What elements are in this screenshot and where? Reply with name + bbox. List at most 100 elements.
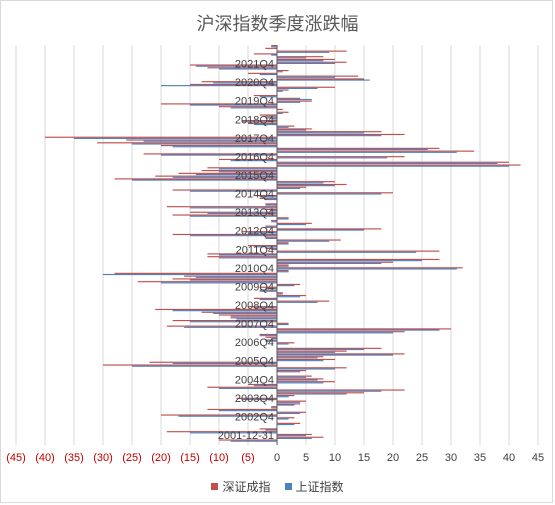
bar-shanghai bbox=[277, 390, 382, 392]
bar-shanghai bbox=[195, 173, 277, 176]
bar-shenzhen bbox=[277, 381, 335, 383]
bar-shanghai bbox=[277, 243, 289, 245]
bar-shenzhen bbox=[277, 250, 440, 252]
bar-shenzhen bbox=[201, 170, 277, 172]
bar-shenzhen bbox=[126, 139, 277, 141]
bar-shanghai bbox=[271, 248, 277, 251]
bar-shenzhen bbox=[184, 275, 277, 277]
bar-shenzhen bbox=[242, 231, 277, 233]
bar-shenzhen bbox=[277, 267, 463, 269]
legend-swatch-red bbox=[211, 483, 219, 490]
x-tick-label: (35) bbox=[64, 452, 84, 464]
bar-shanghai bbox=[253, 385, 277, 387]
bar-shanghai bbox=[219, 410, 277, 412]
bar-shanghai bbox=[265, 226, 277, 228]
bar-shenzhen bbox=[114, 178, 277, 180]
bar-shenzhen bbox=[277, 242, 289, 244]
bar-shanghai bbox=[277, 379, 318, 381]
bar-shanghai bbox=[277, 157, 388, 159]
bar-shanghai bbox=[277, 293, 283, 295]
bar-shanghai bbox=[213, 312, 277, 314]
x-tick-label: 45 bbox=[532, 452, 544, 464]
bar-shanghai bbox=[132, 365, 277, 367]
bar-shanghai bbox=[271, 118, 277, 120]
bar-shanghai bbox=[277, 51, 330, 53]
bar-shenzhen bbox=[253, 297, 277, 299]
bar-shanghai bbox=[271, 221, 277, 223]
bar-shenzhen bbox=[277, 111, 289, 113]
bar-shenzhen bbox=[161, 103, 277, 105]
bar-shenzhen bbox=[259, 114, 277, 116]
bar-shenzhen bbox=[277, 100, 312, 102]
x-tick-label: 15 bbox=[358, 452, 370, 464]
bar-shenzhen bbox=[277, 131, 382, 133]
bar-shanghai bbox=[190, 321, 277, 323]
bar-shenzhen bbox=[277, 392, 364, 394]
category-label: 2002Q4 bbox=[235, 411, 274, 423]
bar-shanghai bbox=[277, 368, 335, 370]
bar-shanghai bbox=[259, 298, 277, 301]
bar-shanghai bbox=[253, 307, 277, 309]
bar-shenzhen bbox=[277, 283, 301, 286]
bar-shenzhen bbox=[271, 406, 277, 408]
bar-shanghai bbox=[242, 398, 277, 401]
bar-shanghai bbox=[277, 360, 324, 362]
bar-shenzhen bbox=[166, 206, 277, 208]
bar-shenzhen bbox=[277, 58, 335, 61]
bar-shenzhen bbox=[277, 292, 283, 294]
bar-shanghai bbox=[259, 196, 277, 198]
bar-shanghai bbox=[277, 71, 283, 73]
bar-shanghai bbox=[277, 376, 306, 378]
x-tick-label: (20) bbox=[151, 452, 171, 464]
bar-shanghai bbox=[230, 107, 277, 109]
bar-shenzhen bbox=[219, 439, 277, 441]
bar-shenzhen bbox=[259, 197, 277, 199]
bar-shenzhen bbox=[277, 61, 347, 63]
bar-shanghai bbox=[277, 348, 364, 351]
bar-shenzhen bbox=[271, 45, 277, 47]
bar-shanghai bbox=[277, 301, 318, 303]
bar-shanghai bbox=[230, 160, 277, 162]
bar-shanghai bbox=[277, 132, 364, 134]
bar-shenzhen bbox=[207, 167, 277, 169]
bar-shanghai bbox=[277, 79, 370, 81]
bar-shenzhen bbox=[277, 436, 324, 438]
bar-shanghai bbox=[277, 129, 306, 131]
bar-shanghai bbox=[277, 240, 330, 242]
bar-shenzhen bbox=[265, 203, 277, 205]
bar-shenzhen bbox=[277, 375, 312, 377]
bar-shenzhen bbox=[155, 308, 277, 311]
bar-shenzhen bbox=[265, 236, 277, 238]
x-tick-label: (30) bbox=[93, 452, 113, 464]
bar-shenzhen bbox=[277, 108, 283, 111]
bar-shanghai bbox=[277, 435, 306, 437]
bar-shanghai bbox=[277, 98, 312, 101]
bar-shanghai bbox=[213, 82, 277, 84]
bar-shenzhen bbox=[219, 106, 277, 108]
bar-shanghai bbox=[277, 423, 295, 426]
bar-shenzhen bbox=[277, 347, 382, 349]
bar-shenzhen bbox=[248, 122, 277, 124]
bar-shenzhen bbox=[172, 320, 277, 322]
category-label: 2021Q4 bbox=[235, 59, 274, 71]
bar-shanghai bbox=[277, 60, 324, 62]
bar-shanghai bbox=[277, 76, 335, 78]
bar-shanghai bbox=[277, 57, 306, 59]
bar-shanghai bbox=[265, 198, 277, 201]
bar-shenzhen bbox=[259, 286, 277, 288]
bar-shenzhen bbox=[201, 311, 277, 313]
bar-shanghai bbox=[277, 412, 301, 414]
bar-shanghai bbox=[190, 190, 277, 192]
bar-shanghai bbox=[277, 396, 289, 398]
bar-shanghai bbox=[219, 171, 277, 173]
bar-shanghai bbox=[277, 418, 289, 420]
bar-shenzhen bbox=[277, 56, 324, 58]
bar-shenzhen bbox=[253, 195, 277, 197]
bar-shanghai bbox=[277, 271, 289, 273]
bar-shenzhen bbox=[265, 117, 277, 119]
bar-shenzhen bbox=[190, 211, 277, 213]
bar-shanghai bbox=[259, 335, 277, 337]
bar-shenzhen bbox=[277, 261, 393, 263]
